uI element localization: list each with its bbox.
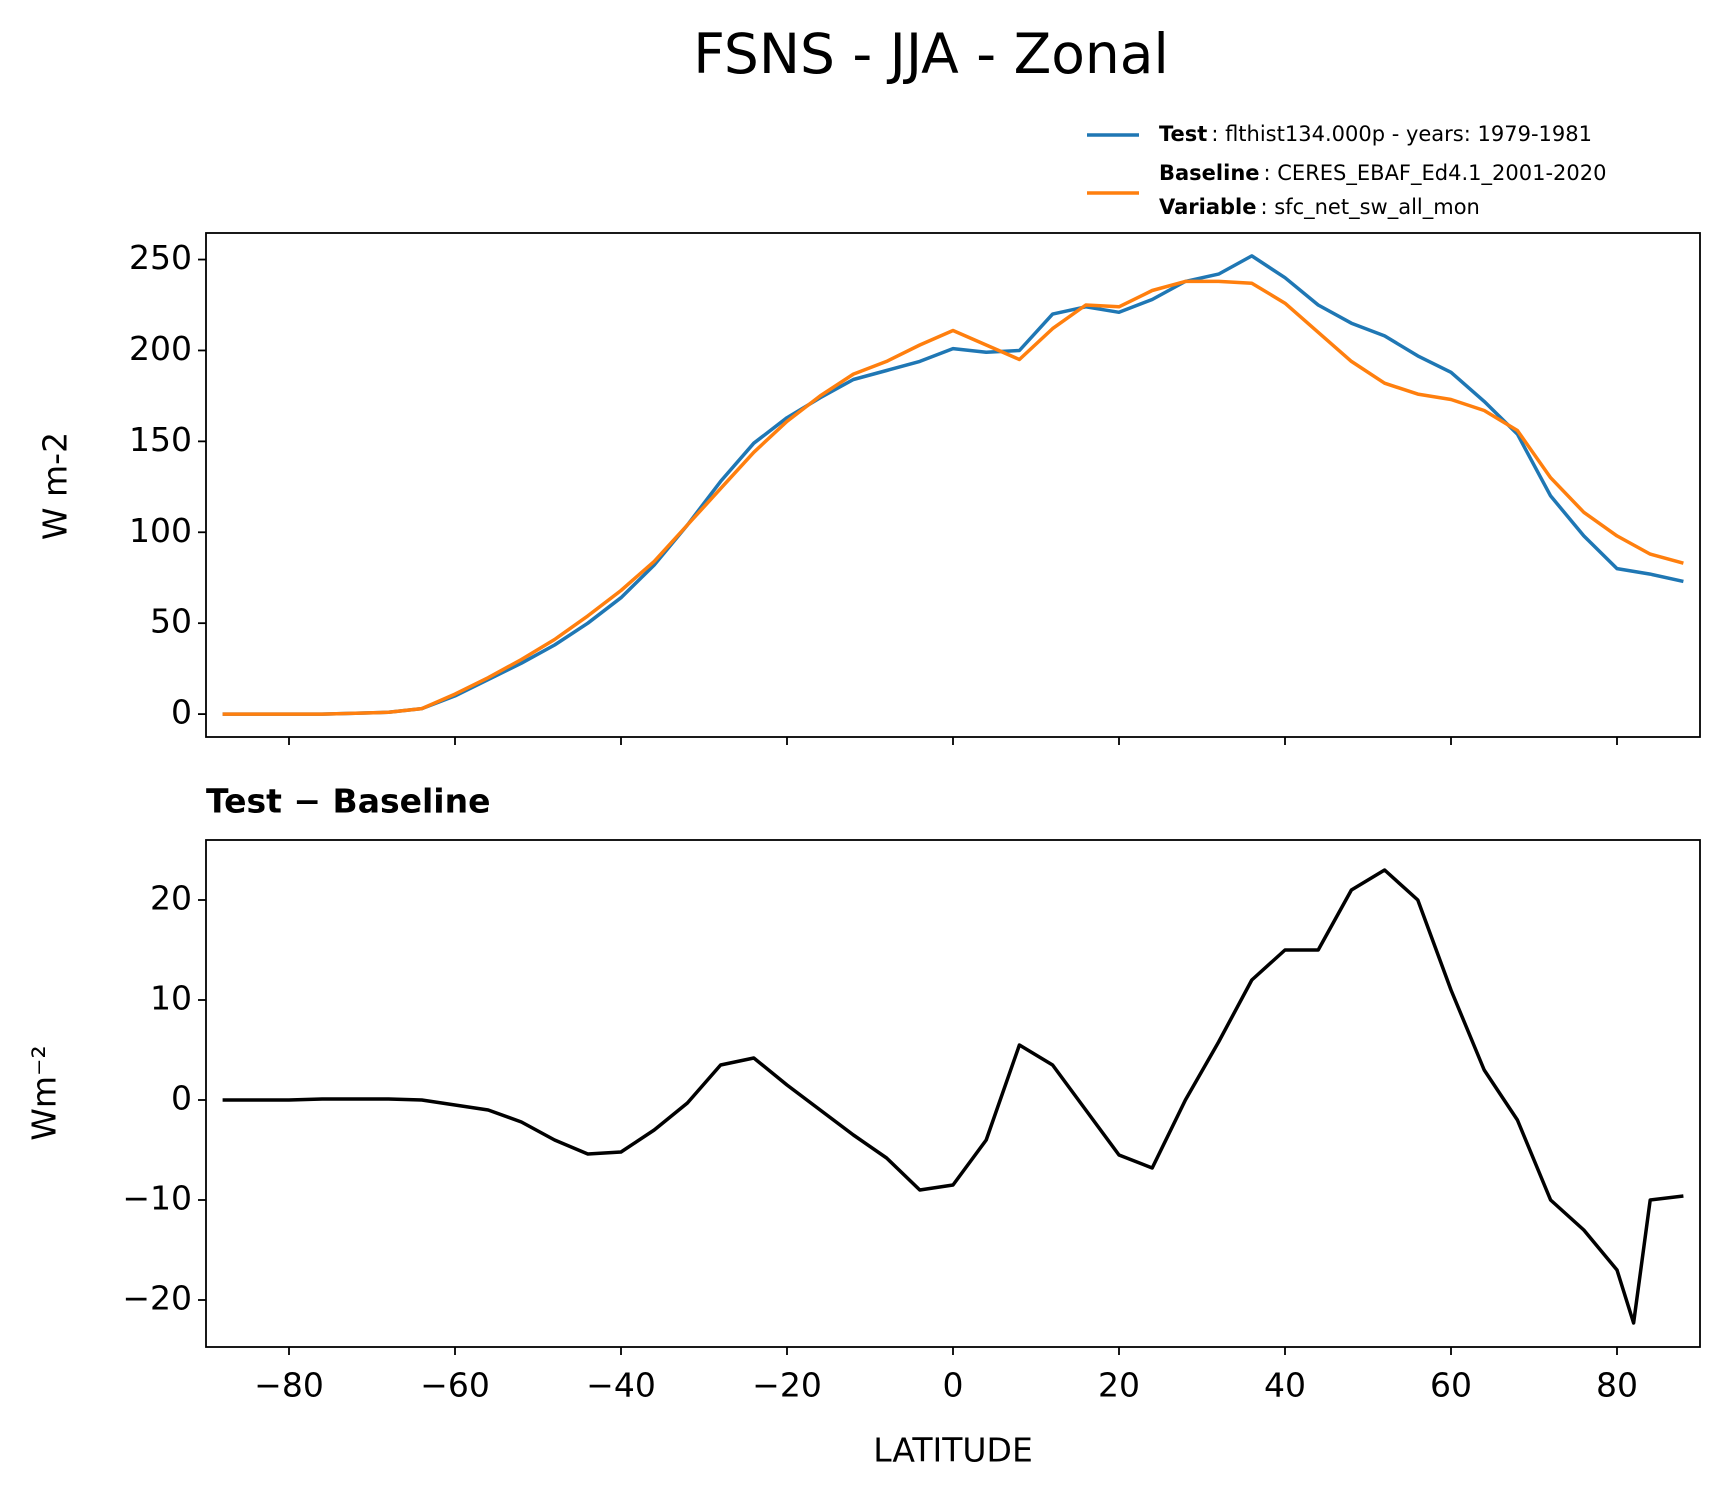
- x-tick-label: 60: [1430, 1366, 1472, 1405]
- x-axis-label: LATITUDE: [873, 1431, 1033, 1470]
- legend-detail: : sfc_net_sw_all_mon: [1260, 195, 1479, 220]
- y-tick-label: 50: [150, 602, 192, 641]
- series-line: [222, 868, 1684, 1325]
- series-line: [222, 279, 1684, 716]
- y-tick-label: 100: [129, 511, 192, 550]
- x-tick-label: −20: [752, 1366, 822, 1405]
- legend-entry: Baseline: CERES_EBAF_Ed4.1_2001-2020: [1159, 161, 1606, 186]
- legend-name: Test: [1159, 122, 1207, 146]
- y-tick-label: 20: [150, 879, 192, 918]
- legend-detail: : flthist134.000p - years: 1979-1981: [1211, 122, 1592, 146]
- y-axis-label: W m-2: [36, 432, 75, 540]
- x-tick-label: 0: [943, 1366, 964, 1405]
- x-tick-label: 80: [1596, 1366, 1638, 1405]
- legend-name: Baseline: [1159, 161, 1260, 185]
- y-tick-label: 0: [171, 693, 192, 732]
- y-tick-label: 150: [129, 420, 192, 459]
- x-tick-label: 40: [1264, 1366, 1306, 1405]
- x-tick-label: −40: [586, 1366, 656, 1405]
- chart-title: FSNS - JJA - Zonal: [693, 22, 1169, 86]
- y-tick-label: 10: [150, 979, 192, 1018]
- x-tick-label: −60: [420, 1366, 490, 1405]
- y-tick-label: −20: [122, 1279, 192, 1318]
- axes-frame: [205, 232, 1701, 738]
- subplot-title: Test − Baseline: [206, 782, 491, 821]
- x-tick-label: 20: [1098, 1366, 1140, 1405]
- legend-name: Variable: [1159, 195, 1256, 219]
- legend-detail: : CERES_EBAF_Ed4.1_2001-2020: [1264, 161, 1607, 186]
- legend-entry: Test: flthist134.000p - years: 1979-1981: [1159, 122, 1592, 146]
- y-tick-label: −10: [122, 1179, 192, 1218]
- y-tick-label: 250: [129, 238, 192, 277]
- y-tick-label: 0: [171, 1079, 192, 1118]
- y-axis-label: Wm⁻²: [25, 1045, 64, 1140]
- x-tick-label: −80: [254, 1366, 324, 1405]
- y-tick-label: 200: [129, 329, 192, 368]
- legend-entry: Variable: sfc_net_sw_all_mon: [1159, 195, 1480, 220]
- axes-frame: [205, 839, 1701, 1348]
